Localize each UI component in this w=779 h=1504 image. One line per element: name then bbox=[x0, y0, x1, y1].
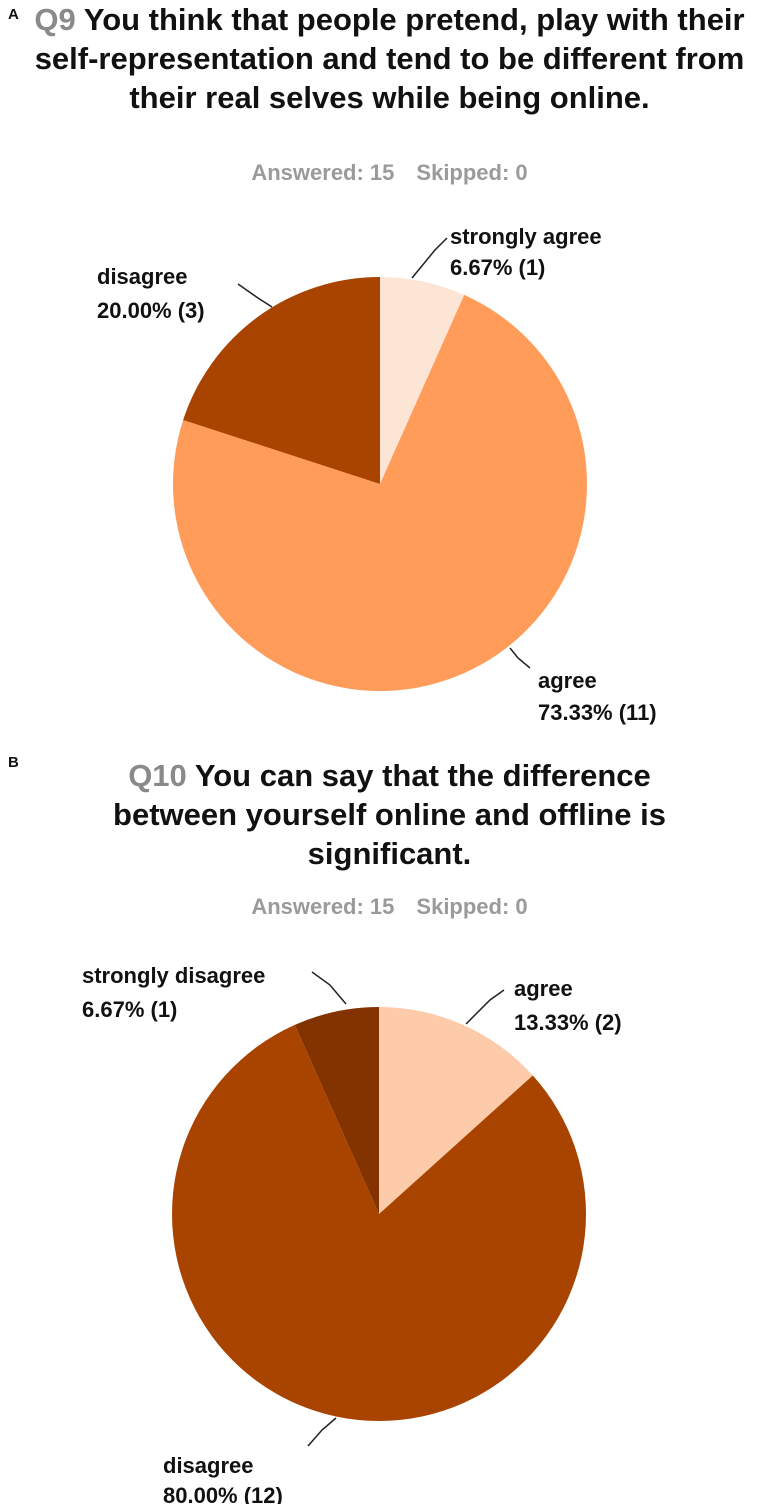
slice-label: disagree bbox=[97, 264, 188, 289]
pie-chart-q10: agree 13.33% (2) disagree 80.00% (12) strong… bbox=[82, 963, 622, 1504]
panel-b: B Q10 You can say that the difference be… bbox=[0, 740, 779, 1504]
pie-slice-strongly-agree bbox=[380, 277, 465, 484]
slice-value-label: 73.33% (11) bbox=[538, 700, 657, 725]
question-text: You think that people pretend, play with… bbox=[34, 2, 745, 115]
leader-line bbox=[465, 989, 505, 1025]
question-text: You can say that the difference between … bbox=[113, 758, 666, 871]
answered-count: Answered: 15 bbox=[251, 894, 395, 919]
pie-slice-disagree bbox=[183, 277, 380, 484]
pie-slice-strongly-disagree bbox=[294, 1007, 379, 1214]
question-number: Q10 bbox=[128, 758, 187, 793]
slice-value-label: 80.00% (12) bbox=[163, 1483, 283, 1504]
question-number: Q9 bbox=[34, 2, 76, 37]
chart-title: Q10 You can say that the difference betw… bbox=[0, 756, 779, 873]
slice-label: agree bbox=[538, 668, 597, 693]
slice-value-label: 6.67% (1) bbox=[450, 255, 545, 280]
slice-label: strongly agree bbox=[450, 224, 602, 249]
slice-value-label: 13.33% (2) bbox=[514, 1010, 622, 1035]
pie-chart-q9: strongly agree 6.67% (1) agree 73.33% (11) d… bbox=[97, 224, 657, 725]
skipped-count: Skipped: 0 bbox=[416, 160, 528, 185]
slice-value-label: 20.00% (3) bbox=[97, 298, 205, 323]
leader-line bbox=[411, 237, 448, 279]
leader-line bbox=[311, 971, 347, 1005]
pie-slice-agree bbox=[172, 294, 587, 691]
answered-count: Answered: 15 bbox=[251, 160, 395, 185]
pie-slice-disagree bbox=[171, 1024, 586, 1421]
response-stats: Answered: 15 Skipped: 0 bbox=[0, 160, 779, 186]
pie-slice-agree bbox=[379, 1007, 533, 1214]
slice-value-label: 6.67% (1) bbox=[82, 997, 177, 1022]
response-stats: Answered: 15 Skipped: 0 bbox=[0, 894, 779, 920]
leader-line bbox=[237, 283, 273, 308]
slice-label: disagree bbox=[163, 1453, 254, 1478]
panel-a: A Q9 You think that people pretend, play… bbox=[0, 0, 779, 740]
panel-letter: B bbox=[8, 754, 19, 771]
chart-title: Q9 You think that people pretend, play w… bbox=[0, 0, 779, 117]
slice-label: agree bbox=[514, 976, 573, 1001]
skipped-count: Skipped: 0 bbox=[416, 894, 528, 919]
leader-line bbox=[307, 1417, 337, 1447]
panel-letter: A bbox=[8, 6, 19, 23]
leader-line bbox=[509, 647, 531, 669]
slice-label: strongly disagree bbox=[82, 963, 265, 988]
